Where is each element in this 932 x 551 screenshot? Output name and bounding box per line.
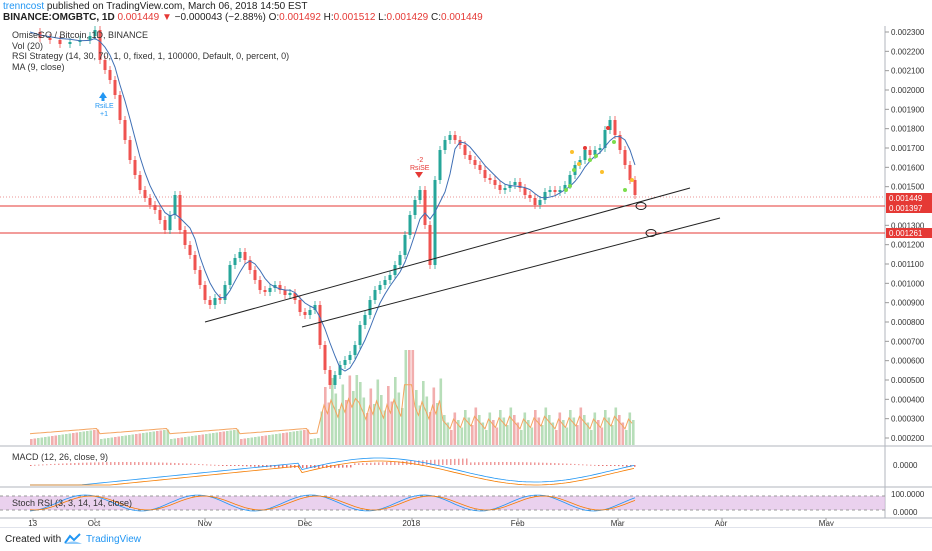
long-qty: +1	[100, 111, 108, 118]
level1-price-text: 0.001397	[889, 204, 923, 213]
stoch-band	[0, 496, 885, 510]
time-axis-tick: 13	[28, 519, 37, 526]
published-text: published on TradingView.com, March 06, …	[46, 1, 308, 12]
trendline-2[interactable]	[301, 217, 721, 328]
level2-price-text: 0.001261	[889, 229, 923, 238]
close-label: C:	[431, 12, 442, 23]
current-price-text: 0.001449	[889, 194, 923, 203]
time-axis-tick: Nov	[198, 519, 212, 526]
price-axis-tick: 0.000600	[891, 357, 925, 366]
macd-signal-line	[30, 460, 635, 486]
price-axis[interactable]: 0.002300 0.002200 0.002100 0.002000 0.001900…	[885, 28, 925, 443]
last-price: 0.001449	[117, 12, 160, 23]
time-axis-tick: Feb	[511, 519, 525, 526]
stoch-d-line	[29, 495, 636, 511]
price-axis-tick: 0.002200	[891, 47, 925, 56]
stoch-label: Stoch RSI (3, 3, 14, 14, close)	[12, 498, 133, 508]
macd-axis-tick: 0.0000	[893, 461, 918, 470]
price-axis-tick: 0.000500	[891, 376, 925, 385]
price-chart[interactable]: RsiLE +1 -2 RsiSE 0.002300 0.002200 0.0021…	[0, 26, 932, 526]
price-axis-tick: 0.000700	[891, 337, 925, 346]
open-label: O:	[268, 12, 280, 23]
signal-dots	[564, 126, 634, 192]
price-axis-tick: 0.001300	[891, 221, 925, 230]
legend-ma: MA (9, close)	[12, 61, 65, 72]
stoch-k-line	[29, 494, 636, 512]
time-axis-tick: Mar	[611, 519, 625, 526]
down-arrow-icon	[415, 172, 423, 178]
level1-price-tag	[886, 203, 932, 213]
long-label: RsiLE	[95, 103, 114, 110]
short-label: RsiSE	[410, 165, 430, 172]
time-axis-tick: 2018	[402, 519, 420, 526]
time-axis-tick: Dec	[298, 519, 312, 526]
stoch-axis-tick-top: 100.0000	[891, 490, 925, 499]
price-axis-tick: 0.001600	[891, 163, 925, 172]
price-axis-tick: 0.001500	[891, 183, 925, 192]
price-axis-tick: 0.000800	[891, 318, 925, 327]
time-axis[interactable]: 13 Oct Nov Dec 2018 Feb Mar Apr May	[28, 518, 834, 526]
price-axis-tick: 0.002100	[891, 67, 925, 76]
current-price-tag	[886, 193, 932, 203]
short-qty: -2	[417, 157, 423, 164]
tradingview-logo-icon	[64, 533, 82, 544]
price-axis-tick: 0.001900	[891, 105, 925, 114]
price-axis-tick: 0.001000	[891, 279, 925, 288]
macd-label: MACD (12, 26, close, 9)	[12, 452, 109, 462]
price-axis-tick: 0.001800	[891, 125, 925, 134]
low-label: L:	[378, 12, 387, 23]
stoch-axis-tick-bottom: 0.0000	[893, 508, 918, 517]
created-with-text: Created with	[5, 534, 62, 545]
macd-line	[30, 457, 635, 486]
price-axis-tick: 0.002000	[891, 86, 925, 95]
short-signal: -2 RsiSE	[410, 157, 430, 178]
ma-line	[29, 31, 636, 372]
price-axis-tick: 0.000900	[891, 299, 925, 308]
volume-bars	[30, 350, 635, 445]
low-value: 0.001429	[386, 12, 429, 23]
open-value: 0.001492	[279, 12, 321, 23]
macd-histogram	[30, 458, 636, 468]
long-signal: RsiLE +1	[95, 92, 114, 118]
symbol: BINANCE:OMGBTC, 1D	[3, 12, 115, 23]
time-axis-tick: Oct	[88, 519, 101, 526]
price-axis-tick: 0.000200	[891, 434, 925, 443]
chart-legend: OmiseGO / Bitcoin, 1D, BINANCE Vol (20) …	[12, 30, 289, 72]
high-value: 0.001512	[333, 12, 376, 23]
symbol-info: BINANCE:OMGBTC, 1D 0.001449 ▼ −0.000043 …	[3, 12, 483, 23]
price-change: −0.000043 (−2.88%)	[174, 12, 266, 23]
price-axis-tick: 0.001700	[891, 144, 925, 153]
price-axis-tick: 0.000400	[891, 395, 925, 404]
author-link[interactable]: trenncost	[3, 1, 45, 12]
trendline-marker-1	[635, 202, 647, 210]
legend-strategy: RSI Strategy (14, 30, 70, 1, 0, fixed, 1…	[12, 51, 290, 61]
trendline-1[interactable]	[204, 187, 691, 323]
down-arrow-icon: ▼	[161, 12, 172, 23]
legend-title: OmiseGO / Bitcoin, 1D, BINANCE	[12, 30, 149, 40]
tradingview-brand[interactable]: TradingView	[86, 534, 142, 545]
trendline-marker-2	[645, 229, 657, 237]
close-value: 0.001449	[441, 12, 483, 23]
price-axis-tick: 0.000300	[891, 415, 925, 424]
time-axis-tick: May	[819, 519, 834, 526]
legend-vol: Vol (20)	[12, 40, 44, 51]
price-axis-tick: 0.001100	[891, 260, 924, 269]
high-label: H:	[323, 12, 334, 23]
price-axis-tick: 0.002300	[891, 28, 925, 37]
candlesticks	[38, 26, 637, 389]
level2-price-tag	[886, 228, 932, 238]
up-arrow-icon	[99, 92, 107, 98]
publish-info: trenncost published on TradingView.com, …	[3, 1, 307, 12]
footer: Created with TradingView	[0, 527, 932, 551]
time-axis-tick: Apr	[715, 519, 728, 526]
price-axis-tick: 0.001200	[891, 241, 925, 250]
chart-header: trenncost published on TradingView.com, …	[0, 0, 932, 26]
volume-ma-line	[29, 384, 633, 435]
